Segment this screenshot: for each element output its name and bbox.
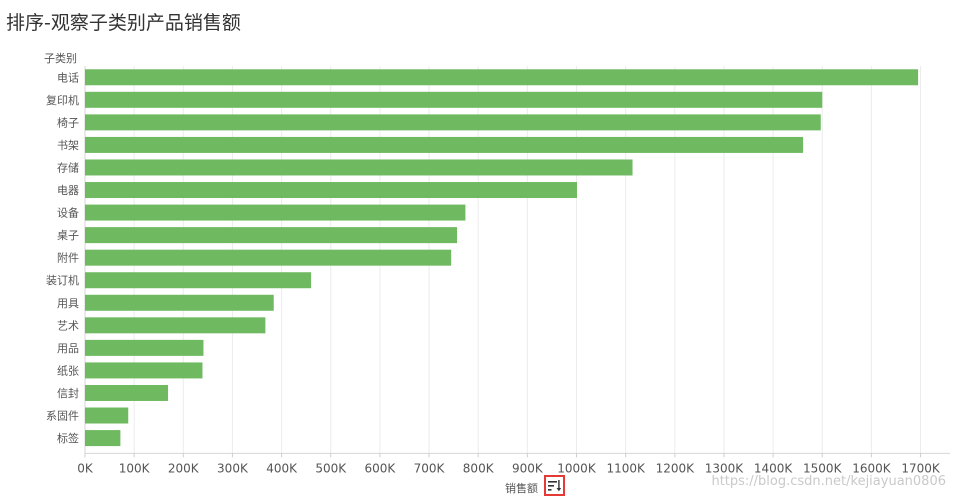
category-label: 系固件 — [46, 410, 79, 423]
x-tick-label: 1400K — [754, 461, 794, 475]
bar — [85, 294, 274, 311]
x-tick-label: 1600K — [852, 461, 892, 475]
bar — [85, 136, 804, 153]
bar — [85, 249, 452, 266]
x-tick-label: 1300K — [705, 461, 745, 475]
category-label: 椅子 — [57, 115, 79, 129]
chart-title: 排序-观察子类别产品销售额 — [6, 12, 241, 34]
category-label: 复印机 — [46, 93, 79, 107]
category-label: 附件 — [57, 251, 79, 265]
x-tick-label: 500K — [315, 461, 347, 475]
bar — [85, 227, 458, 244]
x-tick-label: 1000K — [557, 461, 597, 475]
x-tick-label: 1700K — [901, 461, 941, 475]
bar — [85, 339, 204, 356]
x-tick-label: 1100K — [606, 461, 646, 475]
bar — [85, 272, 312, 289]
bar — [85, 91, 823, 108]
bar — [85, 182, 577, 199]
bar — [85, 384, 169, 401]
x-tick-label: 0K — [77, 461, 94, 475]
category-label: 存储 — [57, 160, 79, 174]
category-label: 书架 — [57, 139, 79, 152]
category-label: 电器 — [57, 184, 79, 197]
watermark: https://blog.csdn.net/kejiayuan0806 — [711, 474, 946, 489]
bar — [85, 317, 266, 334]
category-label: 用品 — [57, 342, 79, 355]
bar — [85, 204, 466, 221]
x-tick-label: 400K — [266, 461, 298, 475]
x-tick-label: 100K — [119, 461, 151, 475]
bar — [85, 159, 633, 176]
x-tick-label: 1500K — [803, 461, 843, 475]
x-tick-label: 300K — [217, 461, 249, 475]
sort-descending-icon — [548, 480, 562, 492]
sort-button[interactable] — [544, 475, 565, 496]
category-label: 设备 — [57, 206, 79, 220]
category-label: 艺术 — [57, 319, 79, 332]
bar — [85, 407, 129, 424]
category-label: 桌子 — [57, 229, 79, 242]
bar — [85, 430, 121, 447]
x-tick-label: 200K — [168, 461, 200, 475]
category-label: 用具 — [57, 297, 79, 310]
category-label: 装订机 — [46, 273, 79, 287]
x-tick-label: 700K — [414, 461, 446, 475]
x-tick-label: 1200K — [656, 461, 696, 475]
category-label: 信封 — [57, 386, 79, 400]
bar — [85, 69, 919, 86]
category-axis-header: 子类别 — [44, 52, 77, 65]
category-label: 标签 — [57, 431, 79, 445]
category-label: 纸张 — [57, 364, 79, 377]
value-axis-title: 销售额 — [505, 482, 538, 495]
bar — [85, 362, 203, 379]
x-tick-label: 900K — [512, 461, 544, 475]
x-tick-label: 800K — [463, 461, 495, 475]
bar — [85, 114, 821, 131]
x-tick-label: 600K — [365, 461, 397, 475]
category-label: 电话 — [57, 71, 79, 84]
